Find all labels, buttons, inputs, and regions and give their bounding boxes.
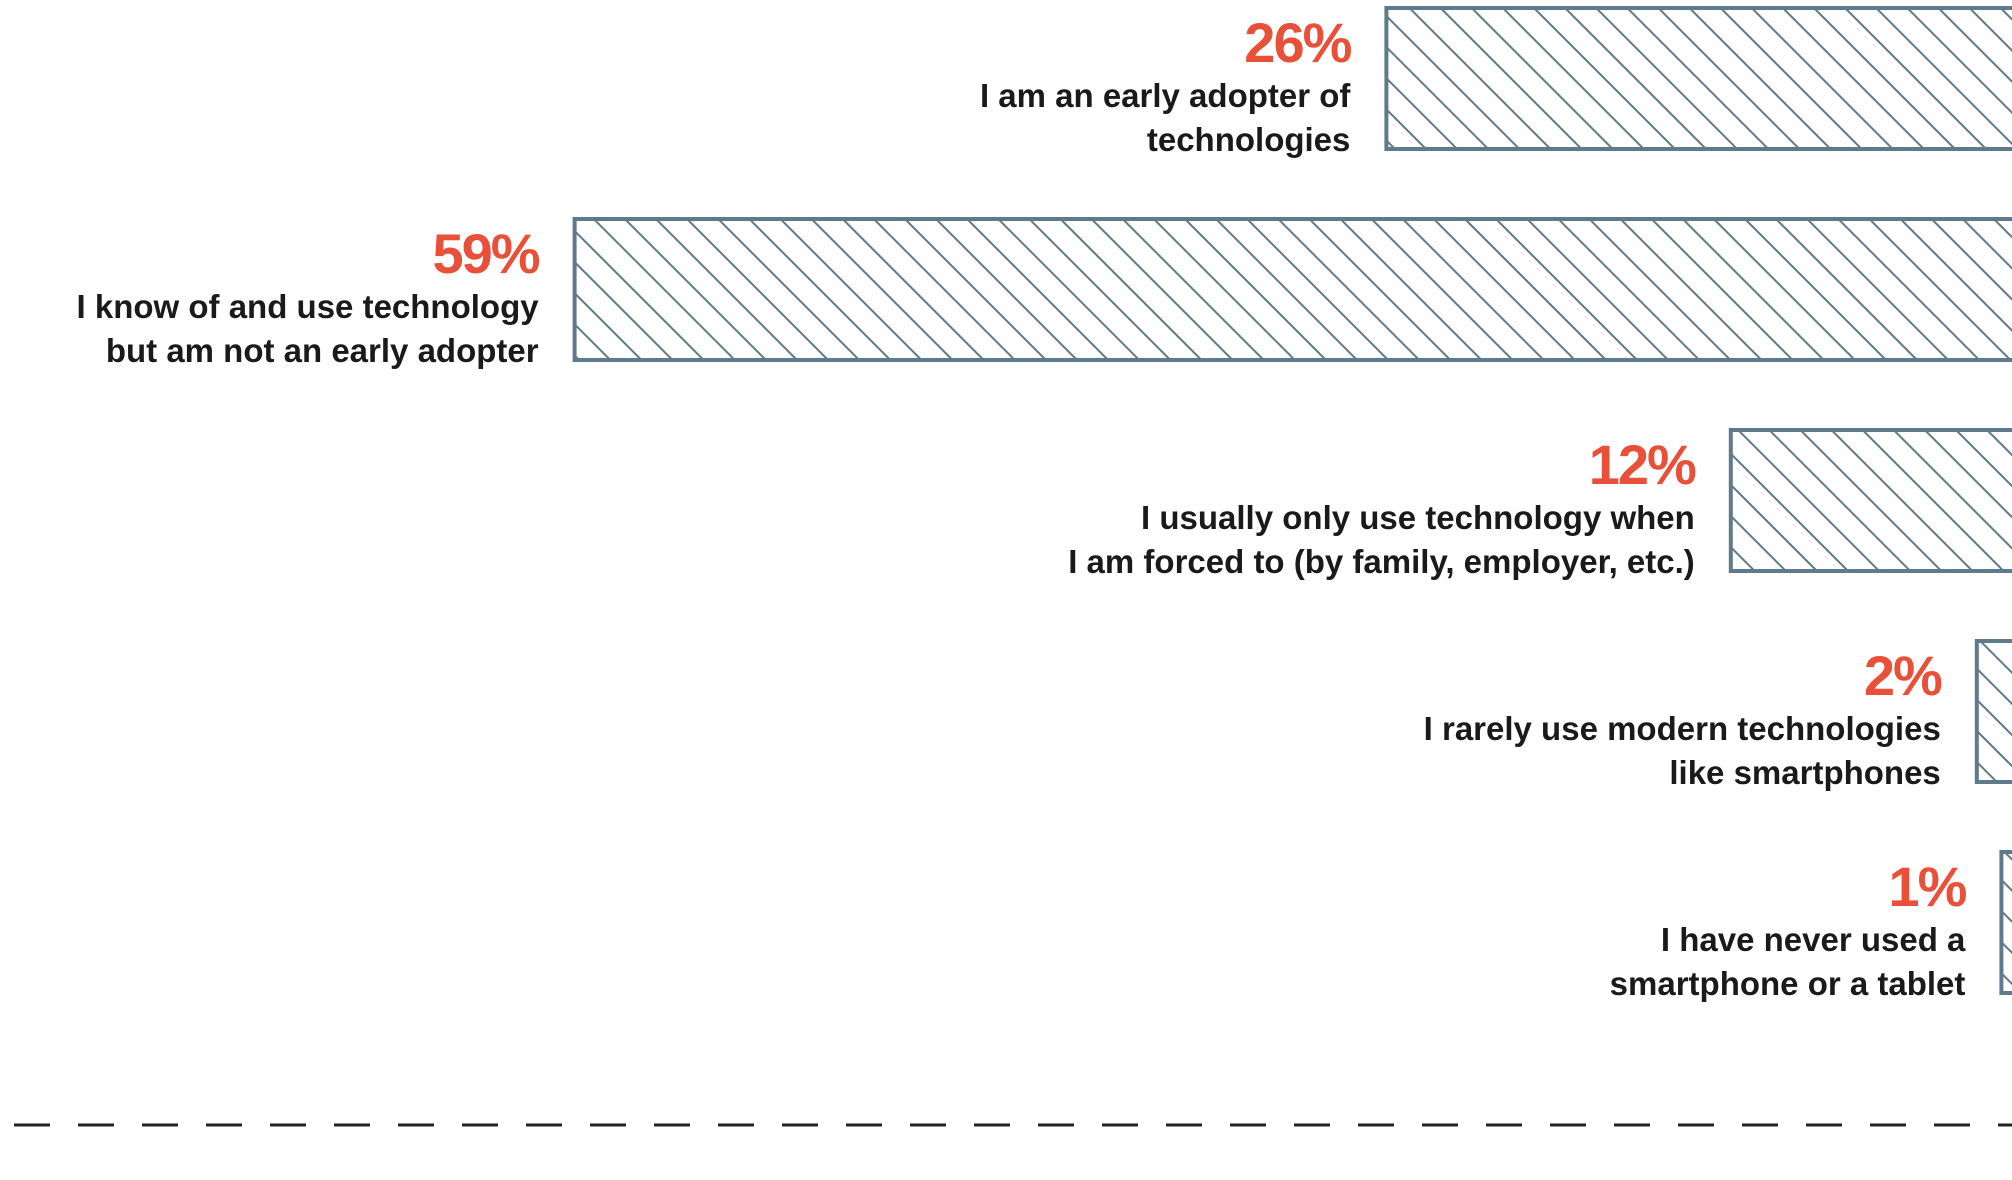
bar — [1974, 639, 2012, 784]
value-label: 26% — [1244, 11, 1351, 74]
bar — [1728, 428, 2012, 573]
category-label: I am an early adopter of — [980, 77, 1351, 114]
category-label: I have never used a — [1661, 921, 1966, 958]
value-label: 1% — [1888, 855, 1966, 918]
category-label: I am forced to (by family, employer, etc… — [1068, 543, 1695, 580]
category-label: technologies — [1147, 121, 1351, 158]
category-label: I rarely use modern technologies — [1424, 710, 1941, 747]
value-label: 59% — [433, 222, 540, 285]
bar — [1999, 850, 2012, 995]
value-label: 12% — [1589, 433, 1696, 496]
value-label: 2% — [1864, 644, 1942, 707]
category-label: I know of and use technology — [77, 288, 540, 325]
bar — [572, 217, 2012, 362]
category-label: I usually only use technology when — [1141, 499, 1695, 536]
category-label: smartphone or a tablet — [1610, 965, 1966, 1002]
category-label: like smartphones — [1669, 754, 1940, 791]
bar — [1384, 6, 2012, 151]
category-label: but am not an early adopter — [106, 332, 539, 369]
